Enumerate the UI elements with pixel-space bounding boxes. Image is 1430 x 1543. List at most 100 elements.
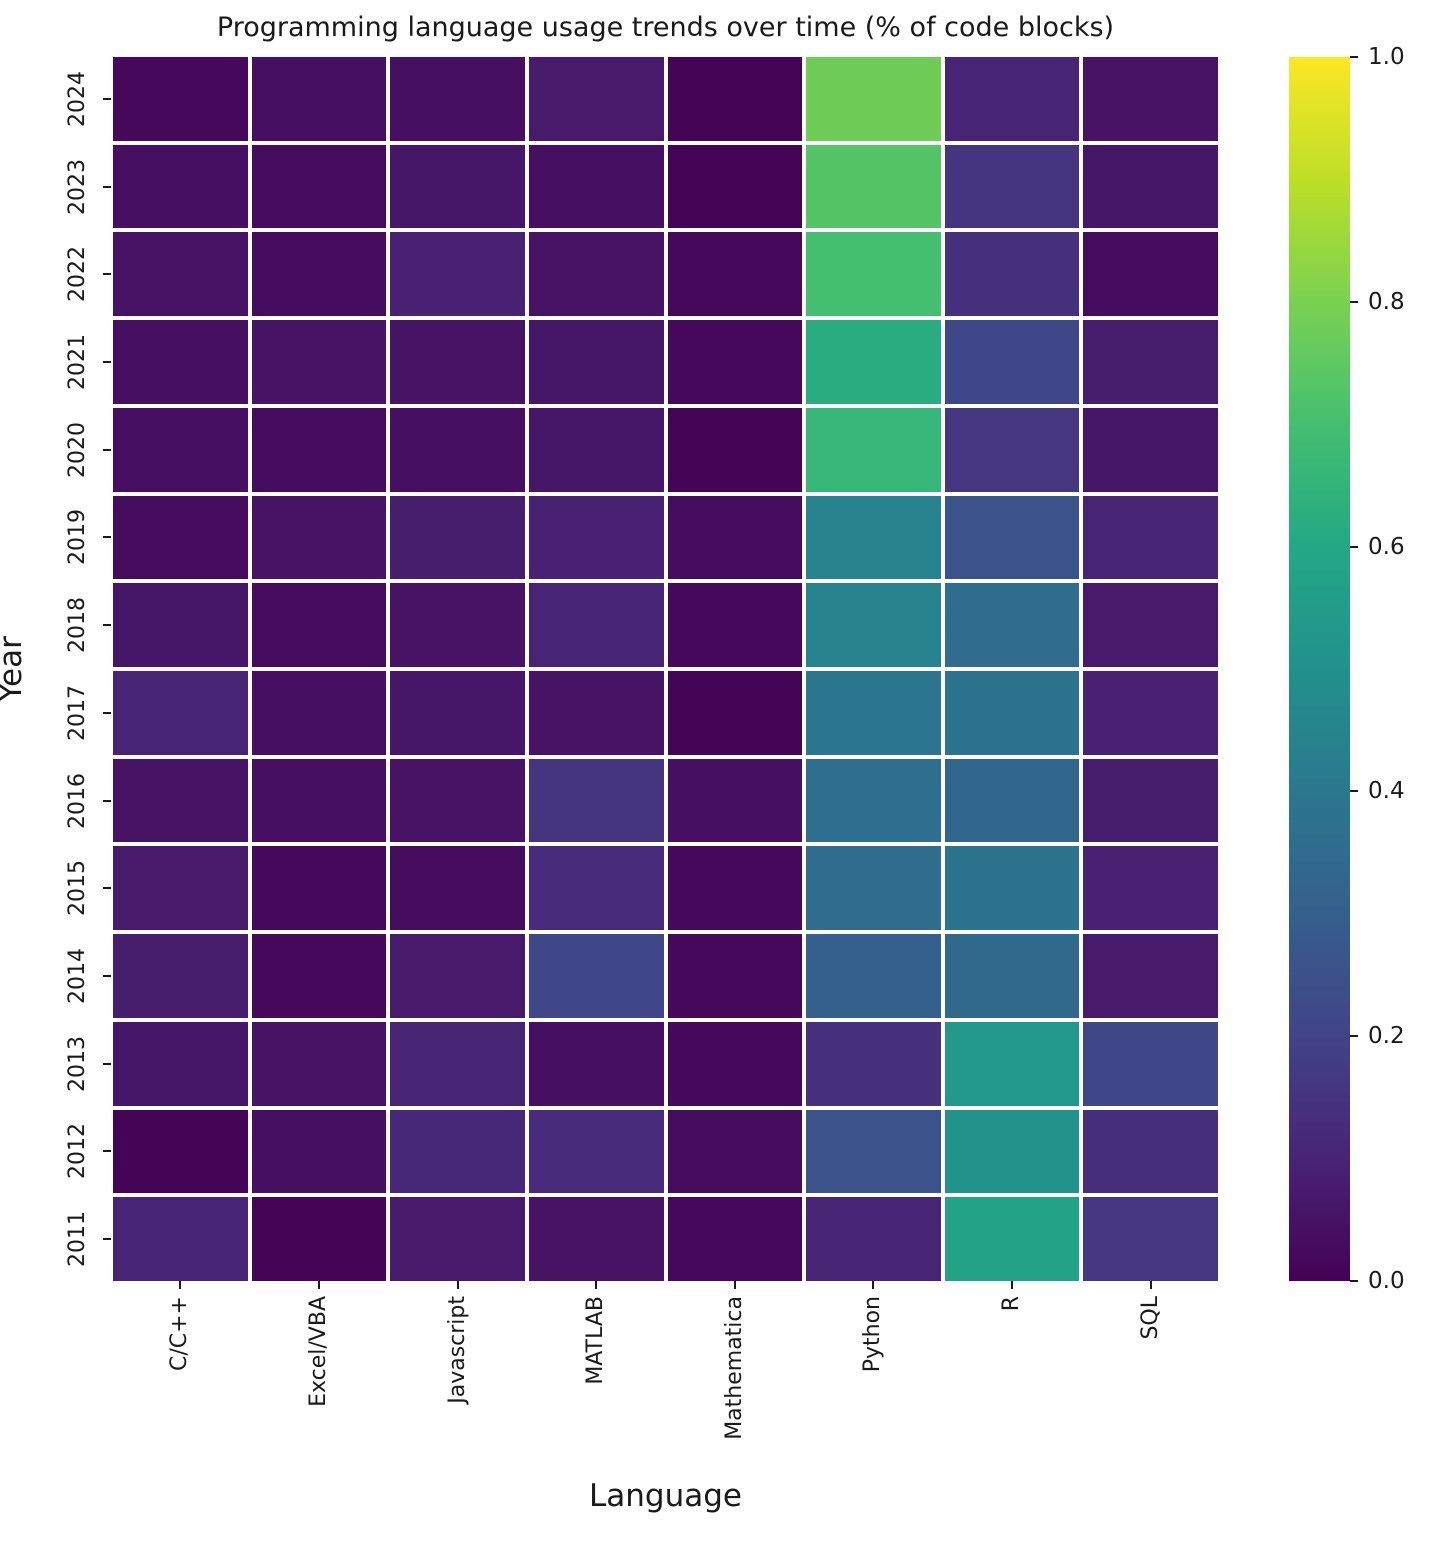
colorbar-tick-label: 0.2 <box>1368 1023 1405 1050</box>
heatmap-cell <box>113 846 248 931</box>
colorbar-tick-label: 0.0 <box>1368 1268 1405 1294</box>
heatmap-cell <box>667 671 803 755</box>
y-tick-mark <box>103 711 111 714</box>
heatmap-cell <box>528 1109 664 1194</box>
x-tick-label: Mathematica <box>721 1296 747 1440</box>
heatmap-cell <box>667 407 803 492</box>
y-tick-label: 2014 <box>65 948 90 1004</box>
y-tick-mark <box>103 448 111 451</box>
x-tick-label: Javascript <box>444 1296 470 1404</box>
colorbar-tick-label: 1.0 <box>1368 44 1405 70</box>
x-tick-label: Python <box>860 1296 886 1373</box>
colorbar-tick-label: 0.6 <box>1368 533 1405 560</box>
heatmap-cell <box>251 407 387 492</box>
heatmap-cell <box>806 57 941 141</box>
heatmap-cell <box>528 407 664 492</box>
heatmap-cell <box>390 232 525 317</box>
heatmap-cell <box>806 846 941 931</box>
heatmap-cell <box>667 934 803 1018</box>
heatmap-cell <box>251 1021 387 1106</box>
heatmap-cell <box>113 407 248 492</box>
y-tick-mark <box>103 887 111 890</box>
x-tick-label: R <box>999 1296 1025 1312</box>
y-tick-label: 2024 <box>65 70 90 127</box>
heatmap-cell <box>251 846 387 931</box>
heatmap-cell <box>390 1197 525 1281</box>
heatmap-cell <box>667 320 803 404</box>
heatmap-cell <box>113 934 248 1018</box>
x-tick-label: MATLAB <box>583 1296 609 1385</box>
y-tick-label: 2015 <box>65 860 90 917</box>
heatmap-cell <box>806 407 941 492</box>
colorbar-tick-mark <box>1350 56 1358 58</box>
heatmap-cell <box>806 144 941 229</box>
heatmap-cell <box>1083 320 1218 404</box>
y-tick-mark <box>103 185 111 188</box>
heatmap-cell <box>251 1109 387 1194</box>
heatmap-cell <box>944 57 1080 141</box>
heatmap-cell <box>944 758 1080 843</box>
heatmap-cell <box>944 671 1080 755</box>
heatmap-cell <box>390 407 525 492</box>
heatmap-cell <box>390 671 525 755</box>
heatmap-cell <box>251 320 387 404</box>
heatmap-cell <box>667 583 803 667</box>
heatmap-cell <box>944 846 1080 931</box>
heatmap-cell <box>806 1197 941 1281</box>
heatmap-cell <box>944 495 1080 580</box>
heatmap-cell <box>390 1021 525 1106</box>
heatmap-cell <box>251 934 387 1018</box>
heatmap-cell <box>113 583 248 667</box>
y-tick-mark <box>103 361 111 363</box>
heatmap-cell <box>251 583 387 667</box>
heatmap-cell <box>1083 407 1218 492</box>
y-tick-label: 2017 <box>65 684 90 741</box>
heatmap-cell <box>1083 934 1218 1018</box>
y-axis-label: Year <box>0 636 29 702</box>
heatmap-cell <box>528 934 664 1018</box>
y-tick-label: 2022 <box>65 246 90 303</box>
heatmap-cell <box>528 57 664 141</box>
y-tick-label: 2023 <box>65 158 90 215</box>
heatmap-cell <box>251 495 387 580</box>
heatmap-cell <box>528 232 664 317</box>
heatmap-cell <box>806 232 941 317</box>
heatmap-cell <box>944 583 1080 667</box>
heatmap-cell <box>251 671 387 755</box>
y-tick-label: 2020 <box>65 421 90 478</box>
colorbar-tick-label: 0.8 <box>1368 288 1405 315</box>
chart-title: Programming language usage trends over t… <box>216 12 1115 43</box>
heatmap-cell <box>944 1021 1080 1106</box>
heatmap-cell <box>944 1197 1080 1281</box>
heatmap-cell <box>944 232 1080 317</box>
heatmap-cell <box>944 320 1080 404</box>
heatmap-cell <box>113 758 248 843</box>
heatmap-cell <box>806 758 941 843</box>
heatmap-cell <box>113 1197 248 1281</box>
heatmap-cell <box>1083 1021 1218 1106</box>
y-tick-label: 2021 <box>65 334 90 390</box>
heatmap-cell <box>528 1021 664 1106</box>
heatmap-cell <box>1083 495 1218 580</box>
heatmap-cell <box>1083 671 1218 755</box>
x-tick-mark <box>317 1281 320 1289</box>
heatmap-cell <box>806 495 941 580</box>
y-tick-label: 2016 <box>65 772 90 829</box>
heatmap-cell <box>528 495 664 580</box>
x-tick-mark <box>595 1281 598 1289</box>
heatmap-cell <box>251 1197 387 1281</box>
heatmap-cell <box>1083 846 1218 931</box>
colorbar <box>1289 57 1350 1281</box>
heatmap-cell <box>667 57 803 141</box>
x-tick-mark <box>179 1281 182 1289</box>
x-tick-mark <box>733 1281 736 1289</box>
y-tick-mark <box>103 273 111 276</box>
heatmap-cell <box>528 144 664 229</box>
heatmap-cell <box>113 1109 248 1194</box>
heatmap-cell <box>1083 583 1218 667</box>
heatmap-cell <box>667 758 803 843</box>
heatmap-cell <box>528 583 664 667</box>
heatmap-cell <box>806 320 941 404</box>
heatmap-cell <box>390 57 525 141</box>
heatmap-cell <box>390 934 525 1018</box>
